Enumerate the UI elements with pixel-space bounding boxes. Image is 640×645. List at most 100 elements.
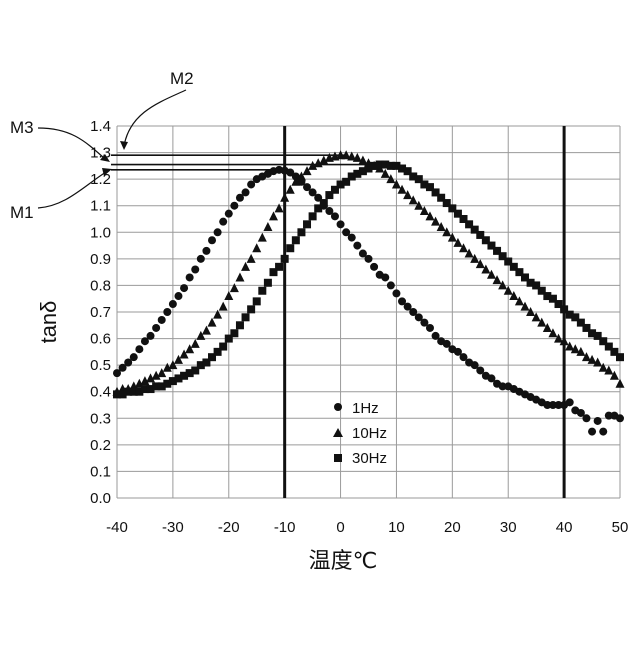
point-30hz [253, 297, 261, 305]
point-10hz [208, 318, 217, 327]
point-1hz [381, 273, 389, 281]
point-10hz [219, 302, 228, 311]
point-10hz [213, 310, 222, 319]
point-1hz [594, 417, 602, 425]
point-10hz [241, 262, 250, 271]
point-1hz [130, 353, 138, 361]
point-1hz [186, 273, 194, 281]
point-1hz [599, 428, 607, 436]
point-1hz [191, 265, 199, 273]
point-10hz [224, 291, 233, 300]
point-30hz [236, 321, 244, 329]
x-axis-title: 温度℃ [309, 548, 378, 573]
point-10hz [275, 203, 284, 212]
point-30hz [219, 343, 227, 351]
point-1hz [214, 228, 222, 236]
point-1hz [392, 289, 400, 297]
y-tick-label: 0.0 [90, 490, 111, 507]
y-tick-label: 0.4 [90, 384, 111, 401]
point-1hz [616, 414, 624, 422]
x-tick-label: 30 [500, 519, 517, 536]
point-10hz [258, 233, 267, 242]
point-30hz [286, 244, 294, 252]
y-tick-label: 1.1 [90, 198, 111, 215]
y-tick-label: 0.8 [90, 277, 111, 294]
point-10hz [286, 185, 295, 194]
x-tick-label: -30 [162, 519, 184, 536]
legend-label-30hz: 30Hz [352, 450, 387, 467]
point-30hz [309, 212, 317, 220]
y-tick-label: 0.2 [90, 437, 111, 454]
point-30hz [303, 220, 311, 228]
point-30hz [242, 313, 250, 321]
point-30hz [281, 255, 289, 263]
point-1hz [180, 284, 188, 292]
point-10hz [616, 379, 625, 388]
x-tick-label: -20 [218, 519, 240, 536]
point-10hz [202, 326, 211, 335]
x-tick-label: 20 [444, 519, 461, 536]
point-30hz [258, 287, 266, 295]
grid [117, 126, 620, 498]
point-10hz [252, 243, 261, 252]
legend-marker-1hz [334, 403, 342, 411]
point-1hz [331, 212, 339, 220]
y-tick-label: 0.1 [90, 463, 111, 480]
point-1hz [566, 398, 574, 406]
point-30hz [264, 279, 272, 287]
point-1hz [147, 332, 155, 340]
point-10hz [280, 193, 289, 202]
point-30hz [230, 329, 238, 337]
legend: 1Hz 10Hz 30Hz [333, 400, 387, 467]
y-tick-label: 1.2 [90, 171, 111, 188]
point-1hz [348, 234, 356, 242]
annotation-m3: M3 [10, 118, 34, 137]
series-10hz [113, 150, 625, 395]
point-1hz [174, 292, 182, 300]
annotation-m2-arrowhead [120, 141, 128, 150]
point-30hz [247, 305, 255, 313]
point-1hz [370, 263, 378, 271]
point-1hz [426, 324, 434, 332]
point-1hz [152, 324, 160, 332]
y-tick-label: 0.6 [90, 331, 111, 348]
y-tick-label: 1.0 [90, 224, 111, 241]
point-10hz [191, 339, 200, 348]
y-tick-label: 0.9 [90, 251, 111, 268]
point-30hz [275, 263, 283, 271]
x-tick-label: 40 [556, 519, 573, 536]
annotation-m1: M1 [10, 203, 34, 222]
data-series [113, 150, 625, 435]
x-tick-label: -40 [106, 519, 128, 536]
annotation-m2-arrow [124, 90, 186, 146]
point-30hz [297, 228, 305, 236]
point-1hz [588, 428, 596, 436]
point-1hz [158, 316, 166, 324]
x-tick-label: -10 [274, 519, 296, 536]
y-tick-label: 0.5 [90, 357, 111, 374]
x-tick-label: 50 [612, 519, 629, 536]
legend-marker-10hz [333, 428, 343, 437]
annotation-m2: M2 [170, 69, 194, 88]
y-tick-label: 0.3 [90, 410, 111, 427]
y-tick-label: 0.7 [90, 304, 111, 321]
point-1hz [135, 345, 143, 353]
point-10hz [235, 272, 244, 281]
point-1hz [387, 281, 395, 289]
point-1hz [225, 210, 233, 218]
point-10hz [230, 283, 239, 292]
point-1hz [169, 300, 177, 308]
point-1hz [337, 220, 345, 228]
x-tick-label: 10 [388, 519, 405, 536]
point-1hz [582, 414, 590, 422]
point-10hz [269, 211, 278, 220]
point-1hz [242, 188, 250, 196]
point-10hz [263, 222, 272, 231]
point-30hz [292, 236, 300, 244]
y-axis-title: tanδ [36, 301, 61, 344]
y-tick-label: 1.4 [90, 118, 111, 135]
x-tick-label: 0 [336, 519, 344, 536]
point-1hz [353, 242, 361, 250]
point-1hz [163, 308, 171, 316]
